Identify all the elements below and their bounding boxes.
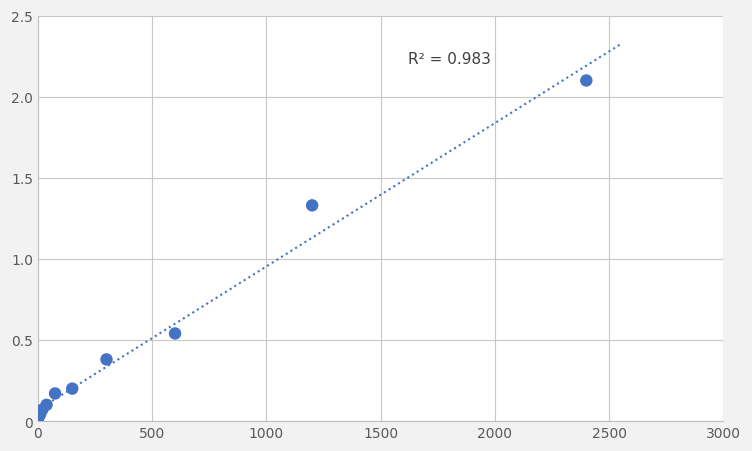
Point	[581, 78, 593, 85]
Point	[66, 385, 78, 392]
Point	[32, 418, 44, 425]
Point	[169, 330, 181, 337]
Point	[34, 411, 46, 418]
Point	[101, 356, 113, 363]
Point	[306, 202, 318, 210]
Point	[36, 406, 48, 414]
Point	[49, 390, 61, 397]
Text: R² = 0.983: R² = 0.983	[408, 52, 491, 67]
Point	[41, 401, 53, 409]
